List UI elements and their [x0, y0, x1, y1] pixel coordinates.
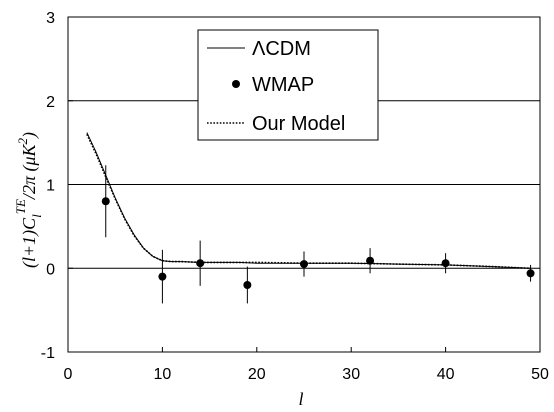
y-tick-label: -1 — [41, 345, 55, 362]
wmap-point — [441, 259, 450, 268]
x-tick-label: 30 — [342, 366, 360, 383]
our-model-curve — [86, 133, 531, 270]
wmap-point — [158, 272, 167, 281]
wmap-point — [366, 256, 375, 265]
y-axis-label: (l+1)ClTE/2π (μK2) — [13, 132, 44, 268]
wmap-point — [300, 260, 308, 269]
y-tick-label: 2 — [46, 94, 55, 111]
wmap-point — [101, 197, 110, 206]
wmap-point — [243, 281, 252, 289]
x-tick-label: 50 — [531, 366, 549, 383]
legend: ΛCDM WMAP Our Model — [197, 29, 379, 141]
y-tick-label: 1 — [46, 178, 55, 195]
series-layer — [86, 132, 535, 304]
x-tick-label: 40 — [437, 366, 455, 383]
legend-swatch-wmap — [232, 80, 240, 88]
x-tick-label: 20 — [248, 366, 266, 383]
y-tick-label: 3 — [46, 10, 55, 27]
tick-labels: 0 10 20 30 40 50 -1 0 1 2 3 — [41, 10, 549, 383]
legend-label-lcdm: ΛCDM — [252, 38, 311, 60]
x-tick-label: 0 — [64, 366, 73, 383]
x-axis-label: l — [298, 389, 303, 409]
lcdm-curve — [86, 132, 531, 269]
legend-label-wmap: WMAP — [252, 74, 314, 96]
legend-label-our-model: Our Model — [252, 113, 345, 135]
wmap-point — [526, 269, 535, 278]
wmap-point — [196, 259, 205, 268]
y-tick-label: 0 — [46, 261, 55, 278]
x-tick-label: 10 — [154, 366, 172, 383]
